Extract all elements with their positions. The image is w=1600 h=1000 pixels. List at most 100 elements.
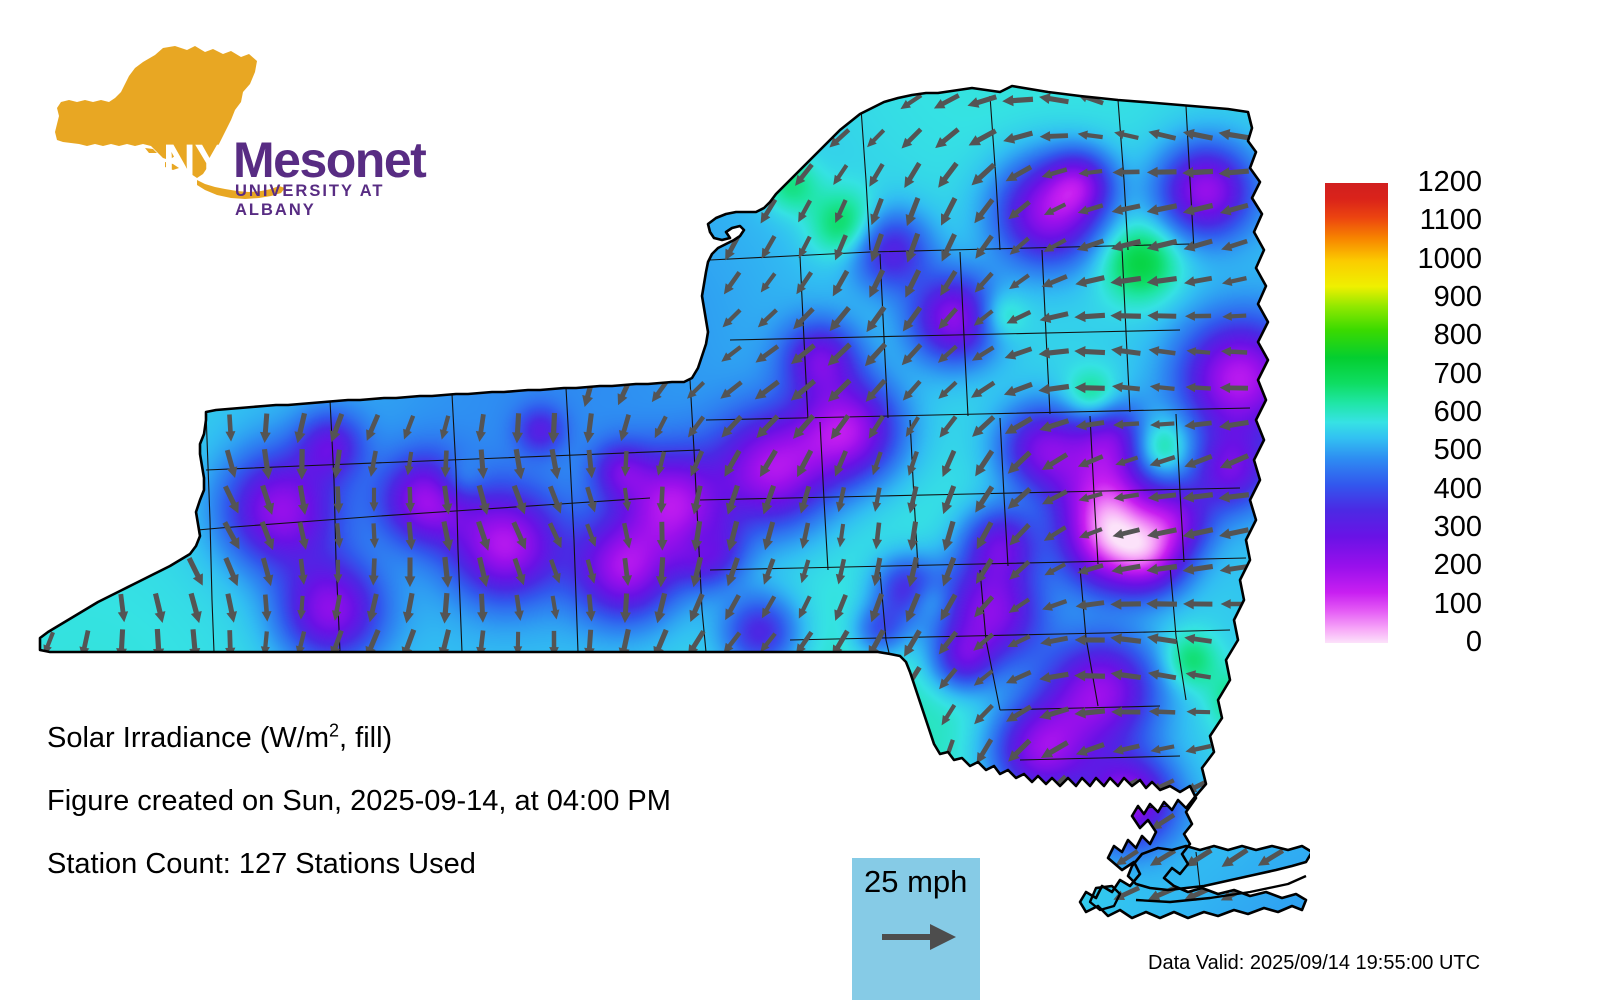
wind-arrow-glyph — [1182, 166, 1214, 179]
wind-arrow-glyph — [691, 520, 703, 552]
wind-arrow-glyph — [832, 629, 850, 657]
wind-arrow-icon — [724, 449, 742, 477]
wind-arrow-glyph — [1182, 563, 1214, 575]
wind-arrow-icon — [513, 448, 525, 480]
wind-arrow-icon — [973, 669, 994, 686]
wind-arrow-icon — [585, 594, 596, 622]
wind-arrow-icon — [1039, 706, 1070, 720]
wind-arrow-glyph — [622, 487, 632, 512]
wind-arrow-glyph — [1075, 275, 1105, 288]
wind-arrow-glyph — [1218, 128, 1250, 141]
wind-arrow-icon — [152, 628, 165, 660]
wind-arrow-icon — [871, 557, 883, 587]
wind-arrow-glyph — [1113, 492, 1140, 502]
wind-arrow-glyph — [1009, 560, 1031, 580]
wind-arrow-glyph — [974, 198, 995, 224]
wind-arrow-glyph — [968, 128, 997, 146]
variable-caption-tail: , fill) — [339, 722, 393, 754]
wind-arrow-icon — [1075, 419, 1105, 431]
wind-arrow-icon — [1077, 454, 1104, 468]
wind-arrow-icon — [297, 595, 306, 620]
county-boundary-line — [859, 93, 871, 251]
wind-arrow-icon — [369, 523, 379, 549]
wind-arrow-icon — [720, 380, 743, 399]
wind-arrow-icon — [651, 379, 670, 403]
wind-arrow-icon — [655, 451, 667, 476]
wind-arrow-icon — [865, 378, 887, 402]
wind-arrow-glyph — [261, 448, 273, 480]
wind-arrow-glyph — [585, 523, 597, 547]
wind-arrow-icon — [582, 376, 596, 408]
wind-arrow-glyph — [1078, 168, 1103, 178]
wind-arrow-icon — [1112, 527, 1141, 539]
wind-arrow-icon — [1003, 130, 1034, 144]
wind-arrow-icon — [1006, 309, 1032, 324]
wind-arrow-icon — [1218, 419, 1249, 431]
wind-arrow-icon — [1112, 167, 1140, 178]
wind-arrow-icon — [900, 93, 923, 110]
wind-arrow-icon — [1008, 597, 1031, 613]
wind-arrow-glyph — [1043, 525, 1067, 541]
wind-arrow-glyph — [761, 484, 777, 515]
wind-arrow-glyph — [938, 630, 959, 655]
colorbar-tick-400: 400 — [1433, 472, 1482, 505]
wind-arrow-glyph — [1040, 635, 1069, 647]
wind-arrow-glyph — [720, 380, 743, 399]
wind-arrow-icon — [688, 629, 706, 656]
wind-arrow-glyph — [1114, 130, 1139, 140]
wind-arrow-icon — [511, 521, 527, 550]
wind-arrow-glyph — [1147, 527, 1177, 540]
wind-arrow-glyph — [582, 376, 596, 408]
wind-arrow-glyph — [1040, 740, 1069, 759]
wind-arrow-icon — [1146, 275, 1178, 287]
wind-arrow-icon — [725, 233, 741, 261]
wind-arrow-glyph — [186, 557, 203, 586]
wind-arrow-glyph — [827, 342, 852, 366]
wind-arrow-glyph — [79, 630, 91, 658]
wind-arrow-glyph — [656, 521, 668, 551]
wind-arrow-glyph — [1077, 130, 1103, 140]
wind-arrow-glyph — [297, 521, 309, 550]
wind-arrow-glyph — [830, 414, 851, 440]
wind-arrow-glyph — [974, 703, 994, 725]
wind-arrow-icon — [295, 630, 307, 657]
wind-arrow-icon — [1219, 453, 1250, 469]
wind-arrow-icon — [762, 521, 776, 551]
wind-arrow-icon — [225, 414, 236, 442]
wind-arrow-glyph — [972, 415, 996, 437]
wind-arrow-glyph — [367, 450, 378, 477]
wind-arrow-icon — [1149, 454, 1176, 467]
wind-arrow-glyph — [1074, 670, 1106, 682]
wind-arrow-glyph — [1008, 200, 1031, 220]
wind-arrow-glyph — [869, 162, 885, 187]
wind-arrow-icon — [1184, 633, 1212, 644]
wind-arrow-glyph — [864, 342, 888, 367]
county-boundary-line — [1117, 99, 1129, 251]
wind-arrow-icon — [1221, 276, 1247, 286]
wind-arrow-icon — [477, 593, 488, 623]
wind-arrow-glyph — [1043, 237, 1067, 252]
wind-arrow-icon — [870, 233, 884, 263]
wind-arrow-icon — [974, 595, 995, 618]
wind-arrow-icon — [902, 306, 923, 332]
wind-arrow-glyph — [939, 667, 958, 690]
wind-arrow-glyph — [1146, 633, 1177, 645]
wind-arrow-icon — [1114, 130, 1139, 140]
wind-arrow-glyph — [1221, 847, 1249, 867]
wind-arrow-glyph — [653, 628, 669, 659]
wind-arrow-glyph — [622, 522, 633, 549]
wind-arrow-icon — [367, 450, 378, 477]
wind-arrow-glyph — [1008, 597, 1031, 613]
wind-arrow-icon — [1042, 489, 1068, 505]
wind-arrow-glyph — [1002, 94, 1034, 107]
wind-arrow-glyph — [941, 703, 957, 726]
wind-arrow-glyph — [620, 593, 631, 624]
wind-arrow-glyph — [441, 520, 454, 552]
wind-arrow-glyph — [1003, 381, 1033, 397]
wind-arrow-icon — [549, 448, 562, 480]
wind-arrow-glyph — [1184, 311, 1212, 321]
wind-arrow-icon — [1182, 202, 1214, 216]
wind-arrow-glyph — [834, 234, 848, 261]
wind-arrow-glyph — [1222, 311, 1247, 321]
county-boundary-line — [1175, 413, 1185, 563]
